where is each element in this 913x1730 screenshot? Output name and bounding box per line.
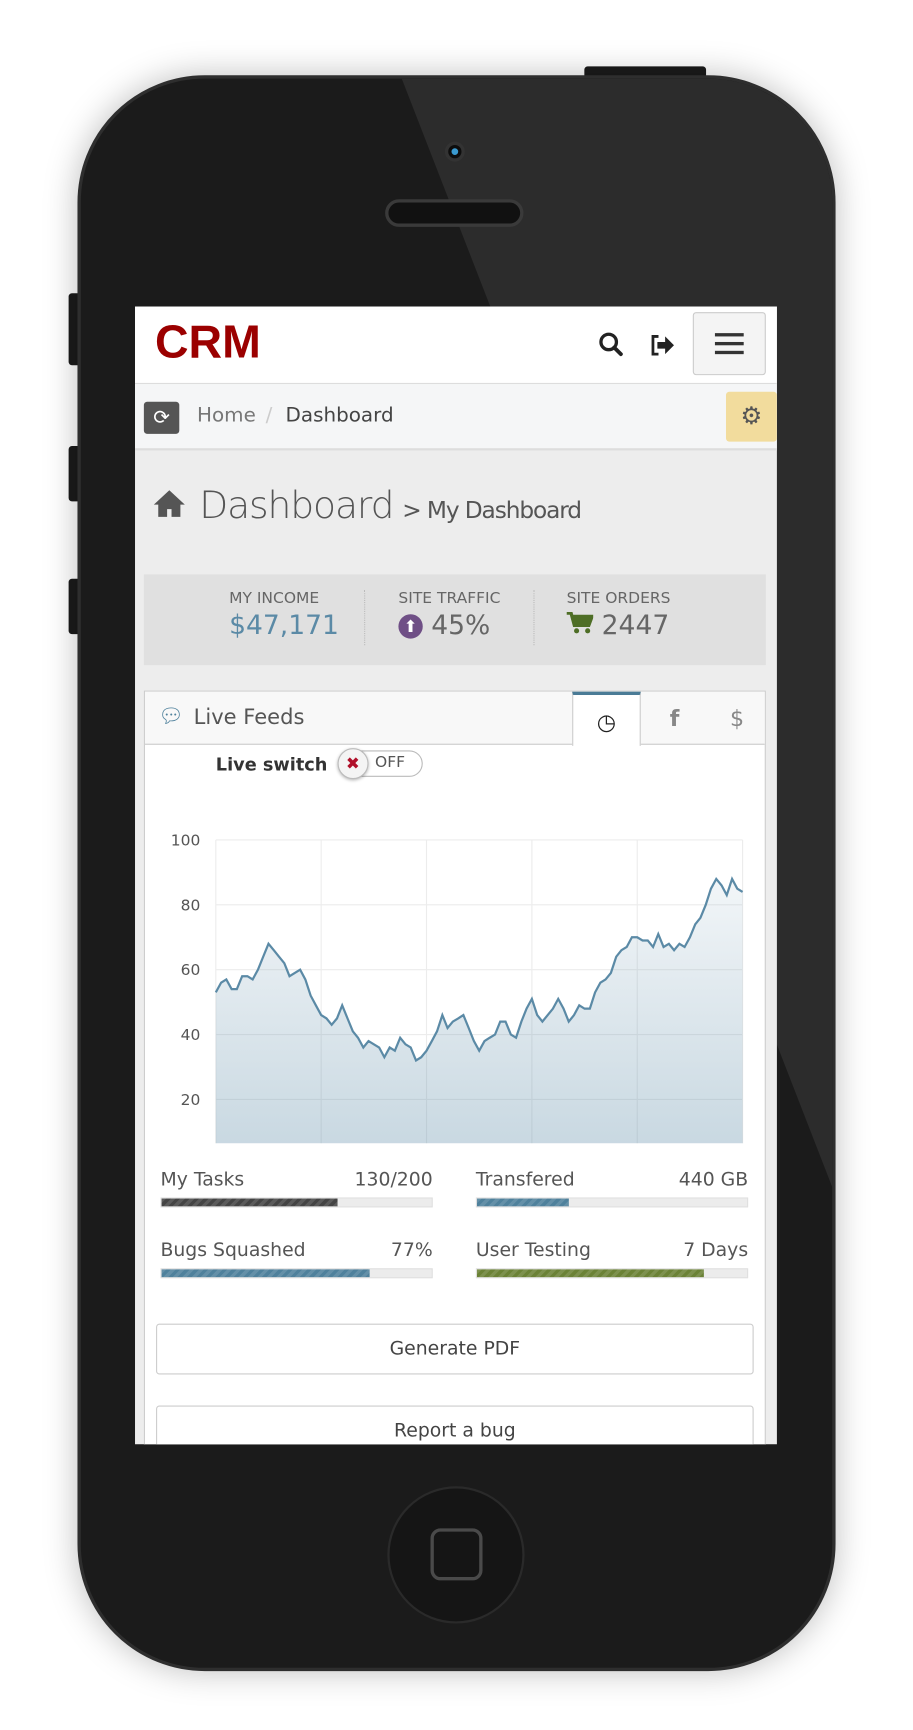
stats-bar: MY INCOME $47,171 SITE TRAFFIC ⬆ 45% SIT… bbox=[143, 574, 766, 666]
live-feeds-panel: 💬︎ Live Feeds ◷ f $ 02040608010002040608… bbox=[143, 690, 766, 1445]
progress-value: 130/200 bbox=[354, 1168, 433, 1191]
speaker bbox=[385, 199, 524, 227]
stat-traffic: SITE TRAFFIC ⬆ 45% bbox=[398, 589, 501, 641]
search-icon[interactable] bbox=[598, 331, 625, 364]
close-icon: ✖ bbox=[337, 748, 369, 780]
y-tick-label: 80 bbox=[181, 896, 201, 914]
refresh-icon[interactable]: ⟳ bbox=[143, 401, 180, 434]
progress-bar bbox=[475, 1197, 749, 1208]
tab-dollar[interactable]: $ bbox=[708, 692, 766, 745]
panel-title: Live Feeds bbox=[193, 704, 305, 730]
clock-icon: ◷ bbox=[596, 708, 617, 735]
stat-orders: SITE ORDERS 2447 bbox=[566, 589, 671, 641]
progress-value: 440 GB bbox=[678, 1168, 749, 1191]
progress-value: 7 Days bbox=[683, 1239, 749, 1262]
progress-item: Transfered 440 GB bbox=[475, 1168, 749, 1208]
arrow-circle-up-icon: ⬆ bbox=[398, 614, 423, 639]
progress-bar bbox=[160, 1197, 433, 1208]
live-switch: Live switch ✖ OFF bbox=[215, 748, 423, 780]
progress-item: Bugs Squashed 77% bbox=[160, 1239, 433, 1279]
live-switch-label: Live switch bbox=[215, 753, 328, 775]
progress-label: My Tasks bbox=[160, 1168, 245, 1191]
progress-bar bbox=[160, 1268, 433, 1279]
home-button[interactable] bbox=[387, 1486, 525, 1624]
logo[interactable]: CRM bbox=[154, 315, 261, 368]
y-tick-label: 60 bbox=[181, 961, 201, 979]
home-icon bbox=[153, 490, 185, 517]
cart-icon bbox=[566, 611, 595, 634]
breadcrumb-dashboard: Dashboard bbox=[285, 403, 394, 428]
menu-button[interactable] bbox=[692, 312, 766, 376]
y-tick-label: 40 bbox=[181, 1026, 201, 1044]
generate-pdf-button[interactable]: Generate PDF bbox=[156, 1323, 754, 1375]
breadcrumb-bar: ⟳ Home / Dashboard ⚙ bbox=[135, 384, 777, 451]
panel-header: 💬︎ Live Feeds ◷ f $ bbox=[144, 691, 766, 746]
y-tick-label: 20 bbox=[181, 1091, 201, 1109]
chart-line bbox=[214, 876, 744, 1063]
progress-item: User Testing 7 Days bbox=[475, 1239, 749, 1279]
tab-clock[interactable]: ◷ bbox=[572, 691, 641, 746]
title-text: Dashboard bbox=[199, 483, 394, 528]
report-bug-button[interactable]: Report a bug bbox=[156, 1405, 754, 1445]
progress-label: Bugs Squashed bbox=[160, 1239, 306, 1262]
facebook-icon: f bbox=[669, 704, 680, 732]
progress-label: User Testing bbox=[475, 1239, 591, 1262]
progress-label: Transfered bbox=[475, 1168, 575, 1191]
live-switch-toggle[interactable]: ✖ OFF bbox=[337, 748, 423, 780]
breadcrumb-home[interactable]: Home bbox=[196, 403, 256, 428]
screen: CRM ⟳ Home / Dashboard ⚙ Dashboard > My … bbox=[135, 306, 777, 1445]
progress-value: 77% bbox=[390, 1239, 433, 1262]
logout-icon[interactable] bbox=[649, 333, 676, 362]
camera bbox=[444, 141, 465, 162]
y-tick-label: 100 bbox=[171, 832, 201, 850]
breadcrumb-separator: / bbox=[265, 403, 273, 428]
subtitle-text: > My Dashboard bbox=[402, 496, 582, 524]
comments-icon: 💬︎ bbox=[158, 704, 184, 729]
tab-facebook[interactable]: f bbox=[641, 692, 709, 745]
app-header: CRM bbox=[135, 306, 777, 385]
gear-icon[interactable]: ⚙ bbox=[725, 391, 777, 442]
live-chart: 020406080100020406080100 bbox=[171, 832, 744, 1144]
page-title: Dashboard > My Dashboard bbox=[153, 483, 582, 528]
progress-item: My Tasks 130/200 bbox=[160, 1168, 433, 1208]
progress-bar bbox=[475, 1268, 749, 1279]
stat-income: MY INCOME $47,171 bbox=[229, 589, 339, 641]
chart-area bbox=[215, 878, 743, 1144]
dollar-icon: $ bbox=[730, 704, 745, 732]
